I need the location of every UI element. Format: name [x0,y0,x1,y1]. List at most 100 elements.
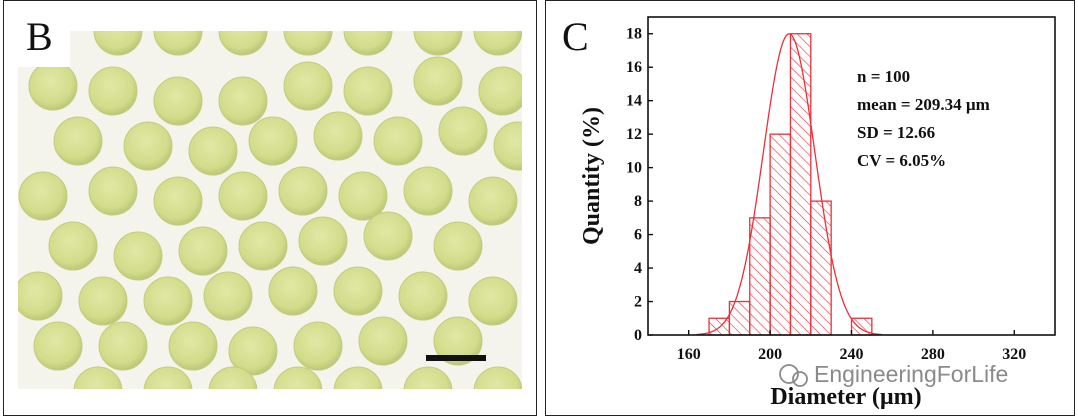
y-tick-label: 6 [634,227,642,244]
microsphere [153,76,203,126]
x-tick-label: 200 [758,346,782,363]
y-tick-label: 12 [626,126,642,143]
microsphere [433,316,483,366]
y-axis-title: Quantity (%) [579,107,605,245]
x-axis-title: Diameter (µm) [770,384,921,410]
microsphere [218,76,268,126]
microsphere [413,56,463,106]
microsphere [78,276,128,326]
stat-annotation: CV = 6.05% [857,151,946,170]
microsphere [98,321,148,371]
y-tick-label: 2 [634,294,642,311]
histogram-bar [769,133,792,336]
microsphere [238,221,288,271]
y-tick-label: 14 [626,93,642,110]
microsphere [88,66,138,116]
microsphere [358,316,408,366]
microsphere [88,166,138,216]
wechat-icon [779,364,799,384]
microsphere [398,271,448,321]
x-tick-label: 160 [677,346,701,363]
panel-letter-background [18,31,70,67]
microsphere [473,31,522,56]
microsphere [478,66,522,116]
microsphere [373,116,423,166]
microsphere [333,366,383,389]
watermark: EngineeringForLife [779,361,1008,387]
normal-fit-curve [696,33,882,336]
microsphere [48,221,98,271]
stat-annotation: SD = 12.66 [857,123,935,142]
microsphere [33,321,83,371]
microsphere [338,171,388,221]
panel-letter-b: B [26,14,53,59]
microsphere [313,111,363,161]
microsphere [93,31,143,56]
microsphere [268,266,318,316]
microsphere [283,61,333,111]
microsphere [278,166,328,216]
wechat-icon-bubble [792,371,808,387]
microsphere [168,321,218,371]
microsphere [153,176,203,226]
microsphere [403,166,453,216]
microsphere [203,271,253,321]
microsphere [363,211,413,261]
y-tick-label: 4 [634,260,642,277]
microsphere [53,116,103,166]
stat-annotation: mean = 209.34 µm [857,95,990,114]
microsphere [153,31,203,56]
microsphere [273,366,323,389]
plot-frame [647,16,1056,336]
microsphere [143,276,193,326]
scale-bar [426,355,486,361]
microsphere [228,326,278,376]
panel-letter-c: C [562,14,589,59]
microsphere [493,121,522,171]
microsphere [143,366,193,389]
microsphere [298,216,348,266]
microspheres [18,31,522,389]
micrograph-panel: B [3,0,537,416]
stat-annotation: n = 100 [857,67,910,86]
microsphere [218,171,268,221]
histogram-panel: C 0 2 4 6 8 10 12 14 16 18 160 200 240 280 320 n = 100… [545,0,1075,416]
x-tick-label: 280 [921,346,945,363]
microsphere [188,126,238,176]
x-tick-label: 320 [1002,346,1026,363]
histogram-bar [810,200,832,336]
microsphere [468,176,518,226]
y-tick-label: 10 [626,160,642,177]
microsphere [433,221,483,271]
microsphere [343,31,393,56]
microsphere [178,226,228,276]
microsphere [73,366,123,389]
microsphere [248,116,298,166]
microsphere [283,31,333,56]
y-tick-label: 8 [634,193,642,210]
y-tick-label: 18 [626,26,642,43]
microsphere [123,121,173,171]
histogram-bar [789,33,812,336]
x-tick-label: 240 [840,346,864,363]
microsphere [468,276,518,326]
microsphere [343,66,393,116]
microsphere [113,231,163,281]
microsphere [18,171,68,221]
watermark-text: EngineeringForLife [814,361,1008,387]
microsphere [403,366,453,389]
microsphere [218,31,268,56]
microsphere [28,61,78,111]
diameter-histogram: 0 2 4 6 8 10 12 14 16 18 160 200 240 280 320 n = 100 me… [579,16,1056,410]
microsphere [333,266,383,316]
microsphere [473,366,522,389]
histogram-bar [749,217,771,336]
microsphere [208,366,258,389]
microsphere [293,321,343,371]
microsphere [438,106,488,156]
y-tick-label: 16 [626,59,642,76]
microsphere-micrograph [18,31,522,389]
microsphere [413,31,463,56]
y-tick-label: 0 [634,327,642,344]
microsphere [18,271,63,321]
